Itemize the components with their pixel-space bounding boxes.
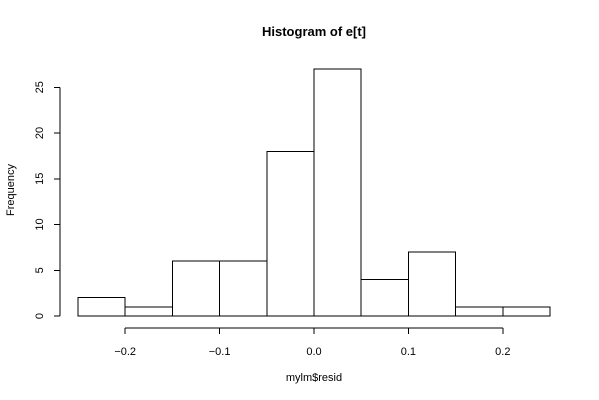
histogram-bar-6 [313, 68, 362, 317]
x-tick-label: 0.0 [306, 346, 321, 358]
histogram-bar-4 [219, 260, 268, 317]
x-tick-label: 0.2 [495, 346, 510, 358]
histogram-bar-8 [407, 251, 457, 317]
x-axis-label: mylm$resid [286, 372, 342, 384]
x-axis: −0.2 −0.1 0.0 0.1 0.2 [114, 327, 510, 358]
y-tick-label: 0 [34, 313, 46, 319]
y-tick-label: 25 [34, 81, 46, 93]
y-axis-label: Frequency [5, 164, 17, 216]
histogram-bar-9 [455, 306, 504, 317]
y-tick-label: 15 [34, 173, 46, 185]
histogram-bar-10 [502, 306, 551, 317]
y-tick-label: 10 [34, 218, 46, 230]
x-tick-label: −0.2 [114, 346, 136, 358]
histogram-bar-2 [124, 306, 173, 317]
histogram-bar-7 [360, 278, 409, 317]
histogram-bar-5 [266, 150, 315, 317]
y-tick-label: 5 [34, 267, 46, 273]
chart-title: Histogram of e[t] [262, 24, 366, 39]
y-axis: 0 5 10 15 20 25 [34, 81, 61, 319]
y-tick-label: 20 [34, 127, 46, 139]
histogram-bar-1 [77, 297, 126, 317]
histogram-bar-3 [171, 260, 221, 317]
bars-group [77, 68, 551, 317]
x-tick-label: 0.1 [401, 346, 416, 358]
x-tick-label: −0.1 [209, 346, 231, 358]
